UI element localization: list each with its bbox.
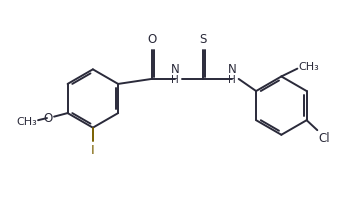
Text: CH₃: CH₃: [16, 117, 37, 127]
Text: H: H: [228, 75, 236, 85]
Text: Cl: Cl: [319, 132, 330, 145]
Text: S: S: [199, 33, 207, 46]
Text: N: N: [171, 63, 179, 76]
Text: H: H: [171, 75, 179, 85]
Text: O: O: [147, 33, 156, 46]
Text: O: O: [44, 112, 53, 125]
Text: I: I: [91, 144, 95, 157]
Text: CH₃: CH₃: [299, 62, 320, 72]
Text: N: N: [228, 63, 236, 76]
